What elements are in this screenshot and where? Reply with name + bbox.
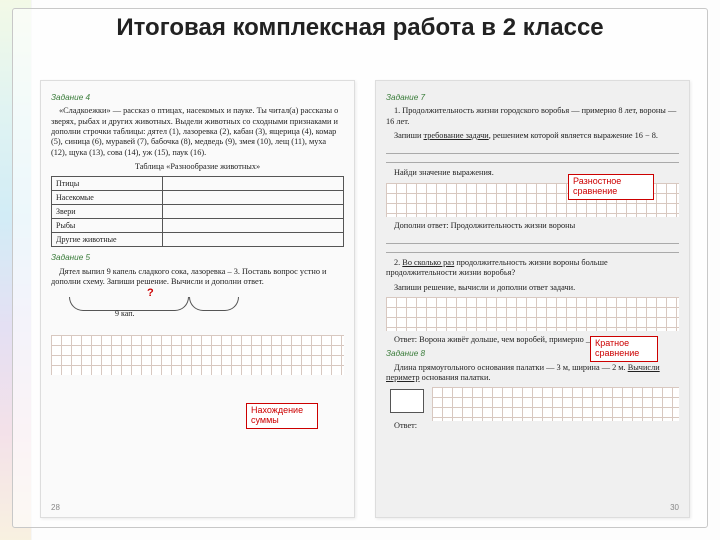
- row-label: Другие животные: [52, 233, 163, 247]
- callout-multiple: Кратное сравнение: [590, 336, 658, 362]
- task4-table-title: Таблица «Разнообразие животных»: [51, 162, 344, 172]
- task7-blank-lines-2: [386, 235, 679, 253]
- task5-heading: Задание 5: [51, 253, 344, 263]
- worksheet-page-left: Задание 4 «Сладкоежки» — рассказ о птица…: [40, 80, 355, 518]
- table-row: Птицы: [52, 177, 344, 191]
- row-label: Птицы: [52, 177, 163, 191]
- task7-item1b-suffix: , решением которой явля­ется выражение 1…: [489, 131, 658, 140]
- rectangle-sketch: [390, 389, 424, 413]
- task5-paragraph: Дятел выпил 9 капель сладкого сока, лазо…: [51, 267, 344, 288]
- task7-answer-prefix: Дополни ответ: Продолжительность жизни в…: [386, 221, 679, 231]
- task7-item1b-underlined: требование задачи: [424, 131, 489, 140]
- task4-heading: Задание 4: [51, 93, 344, 103]
- row-label: Насекомые: [52, 191, 163, 205]
- animals-table: Птицы Насекомые Звери Рыбы Другие животн…: [51, 176, 344, 247]
- task4-paragraph: «Сладкоежки» — рассказ о птицах, насеком…: [51, 106, 344, 158]
- page-number-left: 28: [51, 503, 60, 513]
- task7-heading: Задание 7: [386, 93, 679, 103]
- task7-item1: 1. Продолжительность жизни городского во…: [386, 106, 679, 127]
- task7-grid-2: [386, 297, 679, 331]
- row-label: Рыбы: [52, 219, 163, 233]
- task7-item2: 2. Во сколько раз продолжительность жизн…: [386, 258, 679, 279]
- page-number-right: 30: [670, 503, 679, 513]
- worksheet-page-right: Задание 7 1. Продолжительность жизни гор…: [375, 80, 690, 518]
- table-row: Насекомые: [52, 191, 344, 205]
- task7-blank-lines-1: [386, 145, 679, 163]
- task8-paragraph: Длина прямоугольного основания палатки —…: [386, 363, 679, 384]
- pages-container: Задание 4 «Сладкоежки» — рассказ о птица…: [40, 80, 690, 518]
- task8-para-suffix: основания палатки.: [420, 373, 491, 382]
- task8-answer-label: Ответ:: [386, 421, 679, 431]
- task7-item2-underlined: Во сколько раз: [402, 258, 454, 267]
- task7-item2b: Запиши решение, вычисли и дополни ответ …: [386, 283, 679, 293]
- row-label: Звери: [52, 205, 163, 219]
- task8-work-area: [386, 387, 679, 421]
- table-row: Другие животные: [52, 233, 344, 247]
- task8-para-prefix: Длина прямоугольного основания палатки —…: [394, 363, 628, 372]
- diagram-label-9kap: 9 кап.: [115, 309, 135, 319]
- table-row: Звери: [52, 205, 344, 219]
- slide-title: Итоговая комплексная работа в 2 классе: [0, 14, 720, 42]
- callout-difference: Разностное сравнение: [568, 174, 654, 200]
- task7-item1b: Запиши требование задачи, решением котор…: [386, 131, 679, 141]
- task8-grid: [432, 387, 679, 421]
- task7-item1b-prefix: Запиши: [394, 131, 424, 140]
- task5-answer-grid: [51, 335, 344, 375]
- callout-sum: Нахождение суммы: [246, 403, 318, 429]
- task5-diagram: ? 9 кап.: [69, 291, 344, 333]
- diagram-arc-right: [189, 297, 239, 311]
- table-row: Рыбы: [52, 219, 344, 233]
